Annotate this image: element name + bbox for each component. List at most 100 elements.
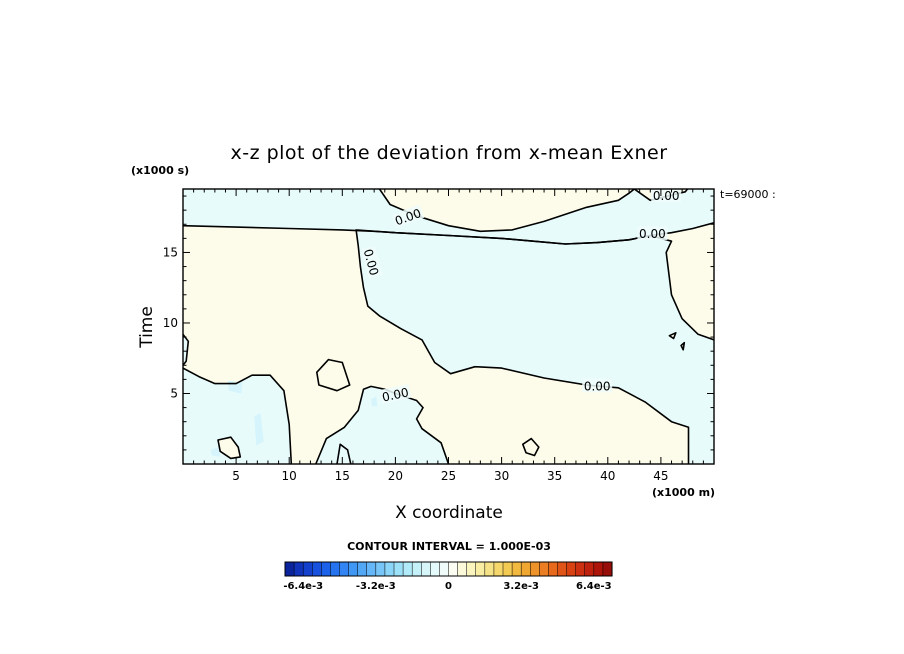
color-scale-cell bbox=[502, 561, 513, 577]
color-scale-cell bbox=[493, 561, 504, 577]
color-scale-cell bbox=[511, 561, 522, 577]
color-scale-bar bbox=[284, 561, 613, 577]
contour-region-negative bbox=[315, 386, 449, 464]
color-scale-cell bbox=[293, 561, 304, 577]
color-scale-tick-label: -6.4e-3 bbox=[283, 581, 323, 592]
contour-region-negative bbox=[356, 229, 714, 464]
color-scale-cell bbox=[539, 561, 549, 577]
color-scale-cell bbox=[457, 561, 468, 577]
contour-label: 0.00 bbox=[361, 248, 381, 277]
x-tick-label: 20 bbox=[388, 469, 403, 483]
color-scale-cell bbox=[421, 561, 431, 577]
x-axis-label: X coordinate bbox=[395, 503, 503, 523]
contour-region-negative bbox=[183, 368, 292, 464]
faint-shading-patch bbox=[210, 447, 221, 457]
color-scale-tick-label: 6.4e-3 bbox=[576, 581, 612, 592]
contour-regions bbox=[183, 189, 714, 464]
color-scale-cell bbox=[593, 561, 604, 577]
color-scale-cell bbox=[466, 561, 477, 577]
color-scale-cell bbox=[384, 561, 395, 577]
contour-label-group: 0.00 bbox=[379, 383, 412, 405]
color-scale-cell bbox=[520, 561, 531, 577]
y-tick-label: 5 bbox=[170, 386, 178, 400]
color-scale-cell bbox=[530, 561, 540, 577]
zero-contour-line bbox=[680, 341, 686, 351]
y-unit-label: (x1000 s) bbox=[131, 164, 189, 177]
color-scale-cell bbox=[348, 561, 359, 577]
color-scale-cell bbox=[312, 561, 322, 577]
color-scale-cell bbox=[548, 561, 559, 577]
faint-shading-patch bbox=[371, 396, 378, 407]
y-tick-label: 10 bbox=[163, 316, 178, 330]
color-scale-cell bbox=[321, 561, 331, 577]
contour-region-positive bbox=[379, 189, 635, 232]
color-scale-tick-labels: -6.4e-3 -3.2e-3 0 3.2e-3 6.4e-3 bbox=[283, 581, 611, 592]
x-axis-ticks: 5 10 15 20 25 30 35 40 45 bbox=[193, 189, 704, 483]
color-scale-cell bbox=[284, 561, 295, 577]
zero-contour-line bbox=[217, 436, 242, 460]
color-scale-cell bbox=[584, 561, 595, 577]
plot-area: 0.000.000.00 0.000.000.00 bbox=[183, 189, 714, 464]
color-scale-cell bbox=[393, 561, 404, 577]
x-tick-label: 45 bbox=[653, 469, 668, 483]
faint-shading-patch bbox=[254, 413, 264, 446]
color-scale-cell bbox=[366, 561, 377, 577]
x-tick-label: 40 bbox=[600, 469, 615, 483]
color-scale-cell bbox=[375, 561, 386, 577]
zero-contour-line bbox=[183, 367, 293, 464]
zero-contour-line bbox=[316, 358, 351, 392]
contour-label: 0.00 bbox=[653, 189, 680, 203]
contour-label: 0.00 bbox=[584, 379, 611, 393]
contour-label-bg bbox=[379, 383, 412, 404]
color-scale-tick-label: 3.2e-3 bbox=[503, 581, 539, 592]
contour-region-positive bbox=[316, 359, 350, 391]
color-scale-cell bbox=[602, 561, 613, 577]
contour-label-bg bbox=[582, 378, 613, 393]
color-scale-cell bbox=[575, 561, 586, 577]
contour-interval-label: CONTOUR INTERVAL = 1.000E-03 bbox=[347, 540, 551, 553]
faint-shading-patches bbox=[210, 380, 378, 457]
x-tick-label: 30 bbox=[494, 469, 509, 483]
chart-title: x-z plot of the deviation from x-mean Ex… bbox=[230, 142, 667, 164]
color-scale-cell bbox=[475, 561, 486, 577]
contour-label-group: 0.00 bbox=[582, 378, 613, 393]
x-tick-label: 35 bbox=[547, 469, 562, 483]
contour-region-negative bbox=[183, 334, 189, 366]
x-tick-label: 5 bbox=[232, 469, 240, 483]
color-scale-cell bbox=[302, 561, 313, 577]
y-axis-label: Time bbox=[137, 306, 157, 349]
contour-label-group: 0.00 bbox=[637, 226, 668, 241]
contour-label-group: 0.00 bbox=[361, 245, 383, 279]
contour-label-bg bbox=[361, 245, 383, 279]
color-scale-cell bbox=[330, 561, 341, 577]
zero-contour-line bbox=[522, 437, 540, 457]
contour-label: 0.00 bbox=[381, 385, 410, 404]
x-unit-label: (x1000 m) bbox=[652, 486, 715, 499]
color-scale-cell bbox=[448, 561, 459, 577]
time-stamp: t=69000 : bbox=[720, 188, 776, 201]
zero-contour-line bbox=[668, 332, 677, 340]
color-scale-cell bbox=[484, 561, 495, 577]
x-tick-label: 15 bbox=[335, 469, 350, 483]
color-scale-frame bbox=[284, 561, 613, 577]
color-scale-cell bbox=[430, 561, 440, 577]
color-scale-cell bbox=[566, 561, 577, 577]
contour-label-bg bbox=[637, 226, 668, 241]
color-scale-tick-label: -3.2e-3 bbox=[356, 581, 396, 592]
contour-label-group: 0.00 bbox=[651, 189, 682, 203]
contour-label-bg bbox=[651, 189, 682, 203]
contour-labels: 0.000.000.00 0.000.000.00 bbox=[361, 189, 682, 405]
color-scale-tick-label: 0 bbox=[445, 581, 452, 592]
color-scale-cell bbox=[557, 561, 568, 577]
y-axis-ticks: 5 10 15 bbox=[163, 195, 714, 451]
x-tick-label: 25 bbox=[441, 469, 456, 483]
y-tick-label: 15 bbox=[163, 245, 178, 259]
x-tick-label: 10 bbox=[282, 469, 297, 483]
color-scale-cell bbox=[439, 561, 450, 577]
zero-contour-line bbox=[336, 443, 352, 464]
color-scale-cell bbox=[339, 561, 350, 577]
contour-region-negative bbox=[337, 444, 351, 464]
contour-label: 0.00 bbox=[639, 227, 666, 241]
zero-contour-line bbox=[378, 189, 636, 233]
